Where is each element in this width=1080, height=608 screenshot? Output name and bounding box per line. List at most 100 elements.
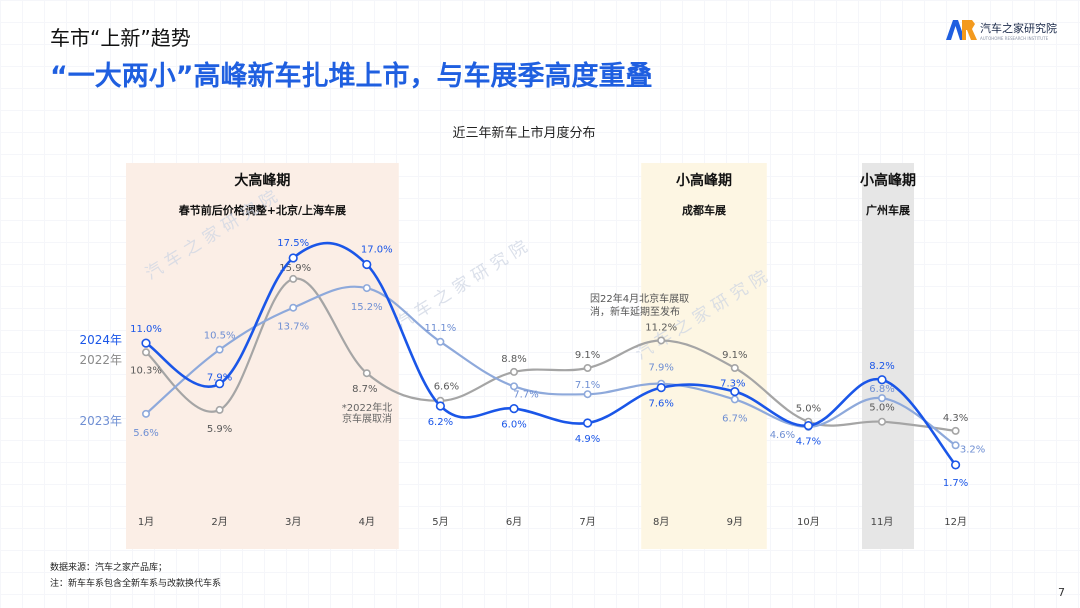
series-2022-point [509,367,518,376]
page-number: 7 [1058,586,1065,599]
series-2023-legend-label: 2023年 [79,414,122,428]
period-title-big-peak: 大高峰期 [234,172,290,189]
series-2024-point [288,253,298,263]
x-tick-label: 11月 [871,516,894,528]
series-2024-legend-label: 2024年 [79,333,122,347]
series-2022-data-label: 9.1% [722,350,747,361]
series-2024-point [803,421,814,431]
series-2024-point [215,379,225,389]
x-tick-label: 12月 [944,516,967,528]
period-band-chengdu-peak [641,163,767,549]
series-2022-data-label: 10.3% [130,365,162,376]
series-2023-point [583,390,592,399]
series-2022-data-label: 5.0% [869,403,894,414]
annotation-delay-note: 因22年4月北京车展取 [590,292,689,305]
series-2023-data-label: 15.2% [351,302,383,313]
series-2023-point [289,303,298,312]
period-title-guangzhou-peak: 小高峰期 [860,172,916,189]
series-2022-data-label: 5.0% [796,404,821,415]
series-2023-point [730,395,739,404]
series-2023-data-label: 7.1% [575,380,600,391]
period-band-big-peak [126,163,399,549]
series-2023-line [144,285,957,447]
series-2022-point [289,274,298,283]
series-2022-data-label: 5.9% [207,424,232,435]
series-2024-data-label: 7.9% [207,373,232,384]
series-2023-data-label: 11.1% [425,323,457,334]
series-2023-point [951,441,960,450]
series-2024-data-label: 17.0% [361,245,393,256]
series-2022-point [362,369,371,378]
series-2024-data-label: 1.7% [943,478,968,489]
annotation-delay-note: 消，新车延期至发布 [590,305,680,318]
series-2024-data-label: 6.0% [501,420,526,431]
series-2023-point [362,284,371,293]
x-tick-label: 1月 [138,516,154,528]
series-2024-point [435,401,446,411]
x-tick-label: 2月 [211,516,227,528]
series-2023-data-label: 13.7% [277,322,309,333]
series-2023-data-label: 7.9% [648,363,673,374]
series-2024-group: 11.0% 7.9% 17.5% 17.0% 6.2% 6.0% 4.9% 7.6% 7.3% 4… [130,238,968,489]
series-2022-data-label: 8.7% [352,384,377,395]
series-2023-point [877,394,886,403]
series-2022-point [142,348,151,357]
x-tick-label: 10月 [797,516,820,528]
data-source-note: 数据来源：汽车之家产品库； [50,563,168,573]
series-2024-data-label: 8.2% [869,361,894,372]
series-2024-point [362,259,372,270]
series-2024-point [582,418,593,428]
slide-subtitle: 车市“上新”趋势 [50,26,191,50]
series-2022-point [657,336,666,345]
definition-note: 注：新车车系包含全新车系与改款换代车系 [50,579,222,589]
series-2023-point [436,337,445,346]
annotation-beijing-cancel: *2022年北 [342,401,392,414]
logo-mark-icon [946,20,977,40]
series-2023-group: 5.6% 10.5% 13.7% 15.2% 11.1% 7.7% 7.1% 7.9% 6.7%… [133,284,985,455]
series-2023-data-label: 10.5% [204,331,236,342]
annotation-beijing-cancel: 京车展取消 [342,412,392,425]
series-2023-data-label: 4.6% [770,430,795,441]
series-2022-point [877,417,886,426]
series-2024-point [656,383,666,393]
series-2024-data-label: 11.0% [130,324,162,335]
series-2023-data-label: 6.7% [722,413,747,424]
series-2024-data-label: 4.9% [575,434,600,445]
series-2022-point [583,363,592,372]
series-2022-point [951,426,960,435]
series-2022-data-label: 8.8% [501,354,526,365]
x-tick-label: 4月 [359,516,375,528]
slide-title: “一大两小”高峰新车扎堆上市，与车展季高度重叠 [50,61,653,92]
series-2023-data-label: 7.7% [513,389,538,400]
series-2024-point [730,386,740,397]
series-2024-data-label: 17.5% [277,238,309,249]
series-2022-data-label: 4.3% [943,413,968,424]
period-subtitle-chengdu-peak: 成都车展 [682,203,727,217]
series-2022-data-label: 11.2% [645,322,677,333]
series-2024-data-label: 7.6% [648,399,673,410]
series-2024-point [141,338,151,348]
x-tick-label: 9月 [727,516,743,528]
series-2023-data-label: 3.2% [960,444,985,455]
logo: 汽车之家研究院 AUTOHOME RESEARCH INSTITUTE [944,18,1064,48]
series-2023-point [142,409,151,418]
x-tick-label: 7月 [579,516,595,528]
series-2022-data-label: 9.1% [575,350,600,361]
period-band-guangzhou-peak [862,163,914,549]
logo-name: 汽车之家研究院 [980,22,1057,35]
x-tick-label: 3月 [285,516,301,528]
x-tick-label: 6月 [506,516,522,528]
series-2023-point [509,382,518,391]
x-tick-label: 8月 [653,516,669,528]
logo-english: AUTOHOME RESEARCH INSTITUTE [980,36,1049,41]
series-2023-data-label: 5.6% [133,428,158,439]
x-tick-label: 5月 [432,516,448,528]
series-2024-data-label: 7.3% [720,379,745,390]
series-2022-data-label: 6.6% [434,382,459,393]
period-title-chengdu-peak: 小高峰期 [676,172,732,189]
series-2022-legend-label: 2022年 [79,353,122,367]
series-2024-point [950,460,961,470]
series-2022-data-label: 15.9% [279,263,311,274]
series-2024-data-label: 4.7% [796,437,821,448]
